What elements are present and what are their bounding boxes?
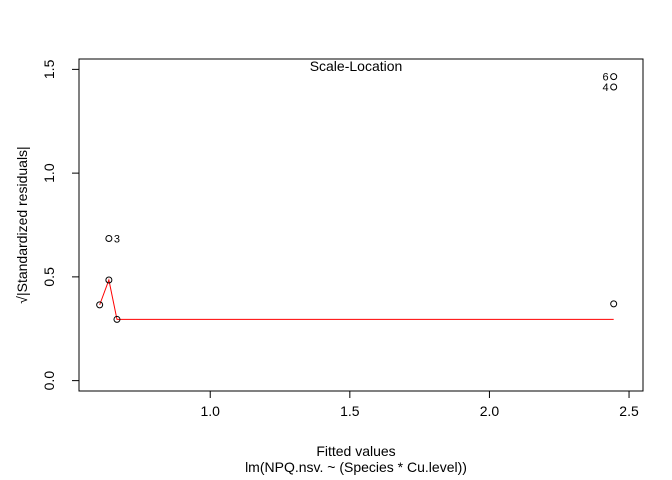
points-group: 3 64 xyxy=(96,72,618,323)
data-point xyxy=(105,234,113,242)
y-axis-title: √|Standardized residuals| xyxy=(14,146,30,303)
data-point xyxy=(610,300,618,308)
x-tick-label: 1.0 xyxy=(200,403,220,419)
data-point xyxy=(105,276,113,284)
smoother-line xyxy=(99,278,614,320)
y-tick-label: 1.0 xyxy=(41,163,57,183)
x-tick-label: 2.0 xyxy=(480,403,500,419)
point-label: 6 xyxy=(603,72,609,84)
point-label: 3 xyxy=(114,233,120,245)
data-point xyxy=(610,73,618,81)
data-point xyxy=(610,83,618,91)
y-tick-label: 1.5 xyxy=(41,59,57,79)
x-tick-label: 2.5 xyxy=(619,403,639,419)
point-label: 4 xyxy=(603,82,609,94)
x-tick-label: 1.5 xyxy=(340,403,360,419)
y-tick-label: 0.0 xyxy=(41,371,57,391)
data-point xyxy=(96,301,104,309)
x-axis: 1.0 1.5 2.0 2.5 xyxy=(200,390,639,419)
smoother-line-group xyxy=(99,278,614,320)
plot-frame xyxy=(78,58,644,392)
x-axis-title: Fitted values xyxy=(316,443,395,459)
y-tick-label: 0.5 xyxy=(41,267,57,287)
data-point xyxy=(113,315,121,323)
x-axis-subtitle: lm(NPQ.nsv. ~ (Species * Cu.level)) xyxy=(245,459,467,475)
chart-title: Scale-Location xyxy=(310,58,403,74)
y-axis: 0.0 0.5 1.0 1.5 xyxy=(41,59,80,391)
